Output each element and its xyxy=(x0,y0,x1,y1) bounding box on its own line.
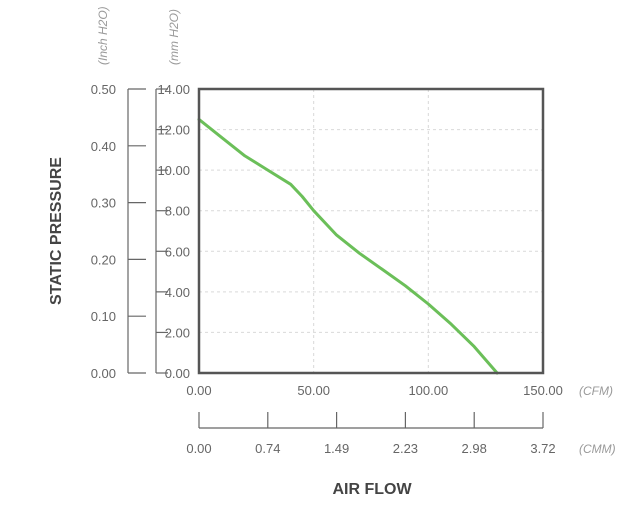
y-secondary-tick-label: 0.20 xyxy=(91,252,116,267)
y-secondary-unit-label: (Inch H2O) xyxy=(96,6,110,65)
x-secondary-tick-label: 0.00 xyxy=(186,441,211,456)
x-secondary-tick-label: 2.23 xyxy=(393,441,418,456)
y-secondary-tick-label: 0.30 xyxy=(91,196,116,211)
x-primary-tick-label: 0.00 xyxy=(186,383,211,398)
y-axis-title: STATIC PRESSURE xyxy=(48,157,65,305)
x-axis-title: AIR FLOW xyxy=(332,481,412,498)
x-primary-tick-label: 50.00 xyxy=(297,383,330,398)
y-primary-unit-label: (mm H2O) xyxy=(167,9,181,65)
y-axis-mm-h2o: 0.00 2.00 4.00 6.00 8.00 10.00 12.00 14.00 xyxy=(155,82,190,381)
series-line xyxy=(197,117,499,375)
y-axis-inch-h2o: 0.00 0.10 0.20 0.30 0.40 0.50 xyxy=(91,82,146,381)
x-secondary-tick-label: 2.98 xyxy=(462,441,487,456)
y-secondary-tick-label: 0.10 xyxy=(91,309,116,324)
y-primary-tick-label: 12.00 xyxy=(157,123,190,138)
grid-lines xyxy=(199,89,543,373)
y-secondary-tick-label: 0.50 xyxy=(91,82,116,97)
x-secondary-unit-label: (CMM) xyxy=(579,442,616,456)
y-primary-tick-label: 6.00 xyxy=(165,244,190,259)
y-primary-tick-label: 2.00 xyxy=(165,325,190,340)
y-secondary-tick-label: 0.40 xyxy=(91,139,116,154)
y-primary-tick-label: 0.00 xyxy=(165,366,190,381)
y-primary-tick-label: 4.00 xyxy=(165,285,190,300)
x-secondary-tick-label: 0.74 xyxy=(255,441,280,456)
y-primary-tick-label: 10.00 xyxy=(157,163,190,178)
plot-frame xyxy=(197,87,545,375)
x-axis-cfm: 0.00 50.00 100.00 150.00 xyxy=(186,383,563,398)
y-secondary-tick-label: 0.00 xyxy=(91,366,116,381)
y-primary-tick-label: 14.00 xyxy=(157,82,190,97)
x-primary-unit-label: (CFM) xyxy=(579,384,613,398)
y-primary-tick-label: 8.00 xyxy=(165,204,190,219)
x-axis-cmm: 0.00 0.74 1.49 2.23 2.98 3.72 xyxy=(186,412,556,456)
x-primary-tick-label: 100.00 xyxy=(408,383,448,398)
x-secondary-tick-label: 1.49 xyxy=(324,441,349,456)
x-secondary-tick-label: 3.72 xyxy=(530,441,555,456)
x-primary-tick-label: 150.00 xyxy=(523,383,563,398)
